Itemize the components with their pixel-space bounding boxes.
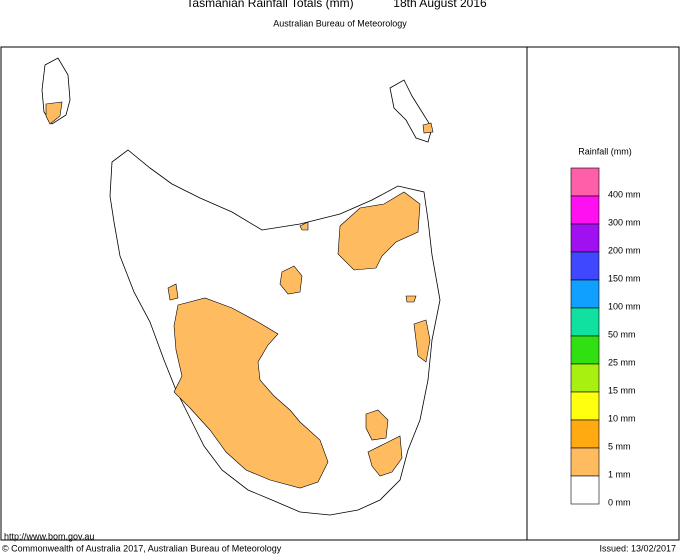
legend-label: 400 mm — [608, 189, 641, 199]
map — [41, 57, 441, 516]
rain-area — [337, 191, 421, 271]
rain-area — [299, 221, 309, 231]
legend-label: 100 mm — [608, 301, 641, 311]
rain-area — [173, 297, 329, 489]
legend-label: 25 mm — [608, 357, 636, 367]
rain-area — [365, 409, 389, 441]
legend-label: 15 mm — [608, 385, 636, 395]
legend-title: Rainfall (mm) — [578, 146, 632, 156]
frame — [0, 46, 680, 541]
subtitle: Australian Bureau of Meteorology — [273, 18, 407, 28]
legend-swatch — [570, 447, 600, 477]
title: Tasmanian Rainfall Totals (mm) — [186, 0, 353, 10]
legend-label: 200 mm — [608, 245, 641, 255]
url: http://www.bom.gov.au — [4, 531, 94, 541]
rain-area — [422, 122, 434, 134]
legend: 400 mm 300 mm 200 mm 150 mm 100 mm 50 mm 25 mm… — [570, 167, 641, 507]
legend-swatch — [570, 307, 600, 337]
legend-label: 0 mm — [608, 497, 631, 507]
rain-area — [413, 319, 431, 363]
rain-area — [279, 265, 303, 295]
legend-swatch — [570, 419, 600, 449]
rain-area — [167, 283, 179, 301]
rain-area — [367, 435, 403, 477]
legend-label: 50 mm — [608, 329, 636, 339]
legend-swatch — [570, 391, 600, 421]
legend-swatch — [570, 279, 600, 309]
legend-swatch — [570, 223, 600, 253]
issued: Issued: 13/02/2017 — [599, 543, 676, 553]
legend-swatch — [570, 251, 600, 281]
copyright: © Commonwealth of Australia 2017, Austra… — [2, 543, 282, 553]
legend-swatch — [570, 335, 600, 365]
rain-area — [45, 101, 63, 125]
legend-label: 1 mm — [608, 469, 631, 479]
legend-label: 150 mm — [608, 273, 641, 283]
legend-swatch — [570, 363, 600, 393]
legend-swatch — [570, 195, 600, 225]
legend-label: 10 mm — [608, 413, 636, 423]
date: 18th August 2016 — [393, 0, 487, 10]
legend-label: 5 mm — [608, 441, 631, 451]
legend-swatch — [570, 475, 600, 505]
legend-swatch — [570, 167, 600, 197]
flinders-island — [389, 79, 433, 143]
rain-area — [405, 295, 417, 303]
legend-label: 300 mm — [608, 217, 641, 227]
